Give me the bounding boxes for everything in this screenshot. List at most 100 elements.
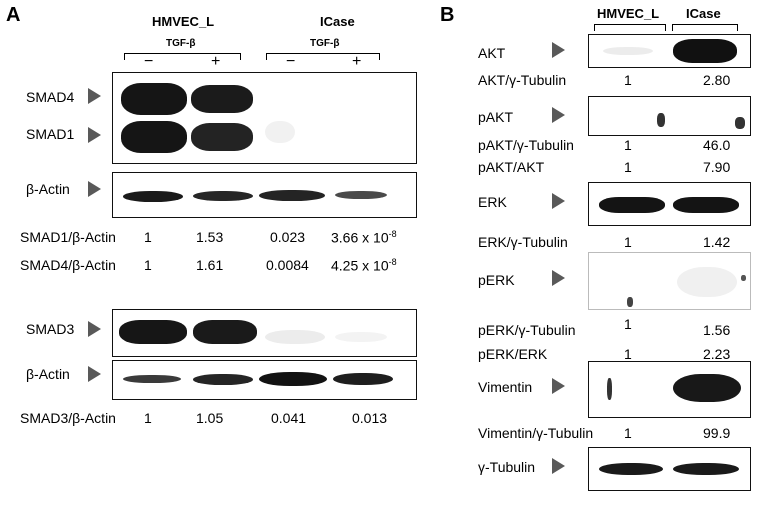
band-perk-2	[677, 267, 737, 297]
speck-pakt-2	[735, 117, 745, 129]
band-akt-1	[603, 47, 653, 55]
ratio-smad4-v3: 0.0084	[266, 257, 309, 273]
group-hmvec-header-a: HMVEC_L	[152, 14, 215, 29]
label-smad4: SMAD4	[26, 89, 75, 105]
ratio-vimentin-v1: 1	[624, 425, 632, 441]
band-erk-1	[599, 197, 665, 213]
tgf-label-hmvec: TGF-β	[166, 38, 196, 49]
ratio-erk-v2: 1.42	[703, 234, 731, 250]
pakt-arrow-icon	[552, 107, 565, 123]
ratio-label-smad4: SMAD4/β-Actin	[20, 257, 116, 273]
band-smad3-3	[265, 330, 325, 344]
label-actin-1: β-Actin	[26, 181, 70, 197]
ratio-label-vimentin: Vimentin/γ-Tubulin	[478, 425, 594, 441]
band-actin2-3	[259, 372, 327, 386]
ratio-smad1-v4: 3.66 x 10-8	[331, 229, 397, 246]
bracket-icase-a	[266, 53, 380, 60]
ratio-label-perk-erk: pERK/ERK	[478, 346, 548, 362]
band-smad1-2	[191, 123, 253, 151]
ratio-smad3-v2: 1.05	[196, 410, 224, 426]
ratio-label-pakt-akt: pAKT/AKT	[478, 159, 545, 175]
band-smad3-2	[193, 320, 257, 344]
erk-arrow-icon	[552, 193, 565, 209]
speck-vimentin-1	[607, 378, 612, 400]
group-icase-header-a: ICase	[320, 14, 355, 29]
band-actin2-2	[193, 374, 253, 385]
ratio-pakt-tub-v2: 46.0	[703, 137, 731, 153]
band-erk-2	[673, 197, 739, 213]
ratio-smad3-v3: 0.041	[271, 410, 307, 426]
blot-erk	[588, 182, 751, 226]
label-smad1: SMAD1	[26, 126, 75, 142]
panel-b-letter: B	[440, 4, 455, 26]
band-actin1-2	[193, 191, 253, 201]
ratio-perk-tub-v2: 1.56	[703, 322, 731, 338]
band-smad4-2	[191, 85, 253, 113]
smad4-arrow-icon	[88, 88, 101, 104]
ratio-smad1-v3: 0.023	[270, 229, 306, 245]
ratio-akt-v2: 2.80	[703, 72, 731, 88]
blot-smad4-smad1	[112, 72, 417, 164]
vimentin-arrow-icon	[552, 378, 565, 394]
actin2-arrow-icon	[88, 366, 101, 382]
ratio-label-erk: ERK/γ-Tubulin	[478, 234, 568, 250]
lane-sign-1: −	[144, 53, 154, 70]
lane-sign-2: +	[211, 53, 221, 70]
label-akt: AKT	[478, 45, 506, 61]
band-akt-2	[673, 39, 737, 63]
ratio-perk-erk-v2: 2.23	[703, 346, 731, 362]
actin1-arrow-icon	[88, 181, 101, 197]
ratio-perk-tub-v1: 1	[624, 316, 632, 332]
blot-actin-1	[112, 172, 417, 218]
band-smad4-1	[121, 83, 187, 115]
band-smad1-3	[265, 121, 295, 143]
bracket-hmvec-a	[124, 53, 241, 60]
blot-akt	[588, 34, 751, 68]
band-actin1-1	[123, 191, 183, 202]
panel-a-letter: A	[6, 4, 21, 26]
ratio-smad4-v1: 1	[144, 257, 152, 273]
band-smad3-1	[119, 320, 187, 344]
lane-sign-3: −	[286, 53, 296, 70]
band-actin2-4	[333, 373, 393, 385]
tgf-label-icase: TGF-β	[310, 38, 340, 49]
label-tubulin: γ-Tubulin	[478, 459, 536, 475]
blot-actin-2	[112, 360, 417, 400]
bracket-hmvec-b	[594, 24, 666, 31]
ratio-smad1-v1: 1	[144, 229, 152, 245]
smad3-arrow-icon	[88, 321, 101, 337]
blot-perk	[588, 252, 751, 310]
lane-sign-4: +	[352, 53, 362, 70]
ratio-label-smad1: SMAD1/β-Actin	[20, 229, 116, 245]
perk-arrow-icon	[552, 270, 565, 286]
bracket-icase-b	[672, 24, 738, 31]
blot-pakt	[588, 96, 751, 136]
ratio-smad3-v4: 0.013	[352, 410, 388, 426]
ratio-akt-v1: 1	[624, 72, 632, 88]
tubulin-arrow-icon	[552, 458, 565, 474]
group-icase-header-b: ICase	[686, 6, 721, 21]
ratio-smad4-v2: 1.61	[196, 257, 224, 273]
ratio-label-akt: AKT/γ-Tubulin	[478, 72, 567, 88]
ratio-erk-v1: 1	[624, 234, 632, 250]
label-actin-2: β-Actin	[26, 366, 70, 382]
band-vimentin-2	[673, 374, 741, 402]
band-tubulin-1	[599, 463, 663, 475]
speck-perk-2	[741, 275, 746, 281]
label-smad3: SMAD3	[26, 321, 75, 337]
band-actin1-4	[335, 191, 387, 199]
blot-smad3	[112, 309, 417, 357]
speck-pakt-1	[657, 113, 665, 127]
ratio-pakt-akt-v1: 1	[624, 159, 632, 175]
ratio-pakt-akt-v2: 7.90	[703, 159, 731, 175]
band-smad1-1	[121, 121, 187, 153]
ratio-label-smad3: SMAD3/β-Actin	[20, 410, 116, 426]
ratio-pakt-tub-v1: 1	[624, 137, 632, 153]
band-actin1-3	[259, 190, 325, 201]
blot-vimentin	[588, 361, 751, 418]
ratio-label-pakt-tub: pAKT/γ-Tubulin	[478, 137, 574, 153]
ratio-perk-erk-v1: 1	[624, 346, 632, 362]
band-tubulin-2	[673, 463, 739, 475]
blot-tubulin	[588, 447, 751, 491]
speck-perk-1	[627, 297, 633, 307]
